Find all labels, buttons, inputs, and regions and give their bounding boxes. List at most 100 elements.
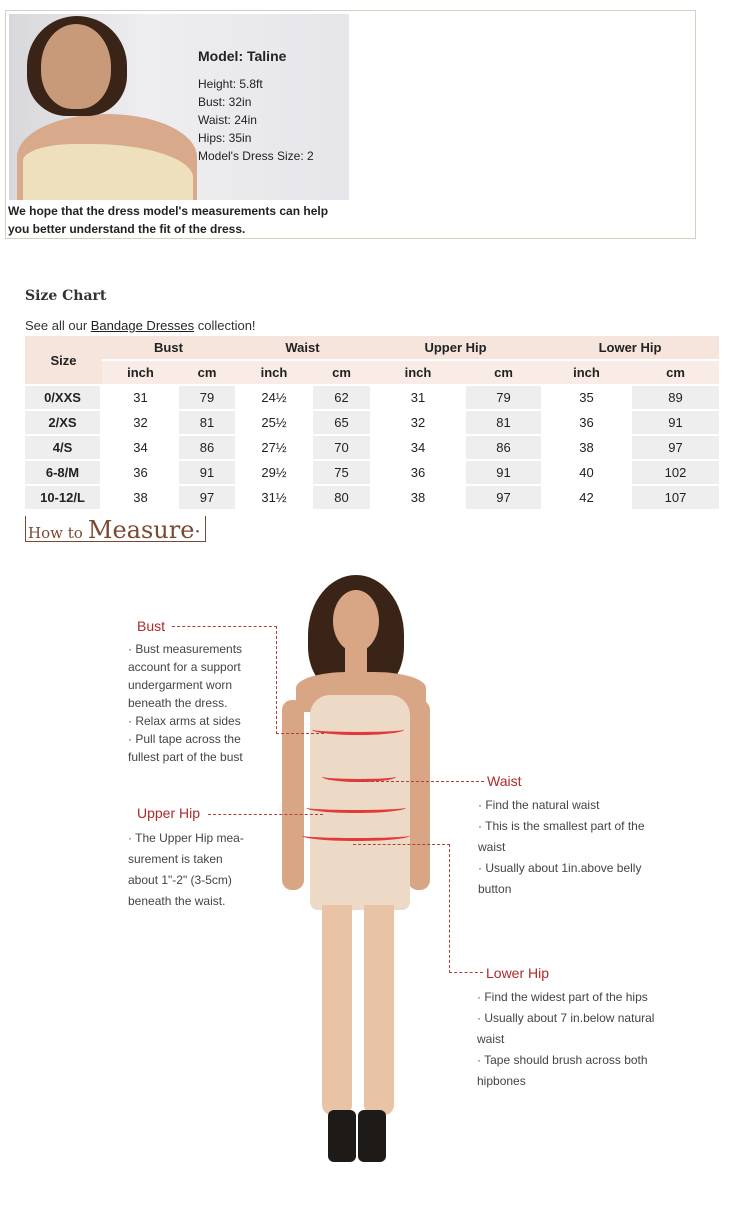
model-name: Model: Taline bbox=[198, 48, 287, 64]
model-info-box: Model: Taline Height: 5.8ft Bust: 32in W… bbox=[5, 10, 696, 239]
table-row: 4/S 34 86 27½ 70 34 86 38 97 bbox=[25, 434, 719, 459]
value-cell: 31 bbox=[370, 384, 466, 409]
model-height: Height: 5.8ft bbox=[198, 77, 263, 91]
bust-leader-line bbox=[172, 626, 277, 734]
size-chart-title: Size Chart bbox=[25, 288, 107, 304]
unit-header: inch bbox=[370, 359, 466, 384]
value-cell: 24½ bbox=[235, 384, 313, 409]
value-cell: 38 bbox=[102, 484, 179, 509]
value-cell: 79 bbox=[179, 384, 235, 409]
value-cell: 36 bbox=[541, 409, 632, 434]
upper-hip-leader-line bbox=[208, 814, 323, 815]
list-item: · Pull tape across the fullest part of t… bbox=[128, 732, 243, 764]
value-cell: 31½ bbox=[235, 484, 313, 509]
value-cell: 89 bbox=[632, 384, 719, 409]
bust-leader-line-end bbox=[276, 733, 324, 734]
size-cell: 2/XS bbox=[25, 409, 102, 434]
unit-header: cm bbox=[466, 359, 541, 384]
subtitle-suffix: collection! bbox=[194, 318, 256, 333]
lower-hip-list: · Find the widest part of the hips · Usu… bbox=[477, 987, 662, 1092]
value-cell: 36 bbox=[370, 459, 466, 484]
size-chart-subtitle: See all our Bandage Dresses collection! bbox=[25, 318, 256, 333]
value-cell: 86 bbox=[466, 434, 541, 459]
model-note-line2: you better understand the fit of the dre… bbox=[8, 222, 246, 236]
list-item: · Usually about 7 in.below natural waist bbox=[477, 1011, 655, 1046]
value-cell: 91 bbox=[179, 459, 235, 484]
value-cell: 32 bbox=[102, 409, 179, 434]
how-to-text: How to bbox=[28, 524, 83, 542]
unit-header: inch bbox=[235, 359, 313, 384]
subtitle-prefix: See all our bbox=[25, 318, 91, 333]
model-bust: Bust: 32in bbox=[198, 95, 252, 109]
value-cell: 65 bbox=[313, 409, 370, 434]
value-cell: 35 bbox=[541, 384, 632, 409]
waist-leader-line bbox=[356, 781, 484, 782]
lower-hip-title: Lower Hip bbox=[486, 965, 550, 981]
lower-hip-leader-line-end bbox=[449, 972, 483, 973]
model-photo bbox=[9, 14, 349, 200]
list-item: · Usually about 1in.above belly button bbox=[478, 861, 642, 896]
list-item: · The Upper Hip mea-surement is taken ab… bbox=[128, 831, 244, 908]
value-cell: 91 bbox=[632, 409, 719, 434]
value-cell: 32 bbox=[370, 409, 466, 434]
value-cell: 27½ bbox=[235, 434, 313, 459]
value-cell: 97 bbox=[466, 484, 541, 509]
lower-hip-arrow-icon bbox=[302, 830, 410, 841]
model-dress-size: Model's Dress Size: 2 bbox=[198, 149, 314, 163]
list-item: · Tape should brush across both hipbones bbox=[477, 1053, 648, 1088]
value-cell: 38 bbox=[370, 484, 466, 509]
value-cell: 79 bbox=[466, 384, 541, 409]
bandage-dresses-link[interactable]: Bandage Dresses bbox=[90, 318, 195, 333]
unit-header: cm bbox=[313, 359, 370, 384]
unit-header: inch bbox=[102, 359, 179, 384]
size-chart-table: Size Bust Waist Upper Hip Lower Hip inch… bbox=[25, 336, 719, 509]
size-cell: 6-8/M bbox=[25, 459, 102, 484]
group-header: Lower Hip bbox=[541, 336, 719, 359]
bust-title: Bust bbox=[137, 618, 166, 634]
upper-hip-arrow-icon bbox=[306, 802, 406, 813]
list-item: · Find the widest part of the hips bbox=[477, 990, 648, 1004]
how-to-measure-heading: How to Measure· bbox=[25, 516, 206, 544]
value-cell: 97 bbox=[632, 434, 719, 459]
value-cell: 81 bbox=[179, 409, 235, 434]
waist-title: Waist bbox=[487, 773, 522, 789]
value-cell: 86 bbox=[179, 434, 235, 459]
value-cell: 107 bbox=[632, 484, 719, 509]
waist-list: · Find the natural waist · This is the s… bbox=[478, 795, 658, 900]
lower-hip-leader-line bbox=[353, 844, 450, 973]
unit-header: inch bbox=[541, 359, 632, 384]
bust-list: · Bust measurements account for a suppor… bbox=[128, 640, 258, 766]
bust-arrow-icon bbox=[312, 724, 404, 735]
upper-hip-title: Upper Hip bbox=[137, 805, 201, 821]
list-item: · Find the natural waist bbox=[478, 798, 600, 812]
table-row: 6-8/M 36 91 29½ 75 36 91 40 102 bbox=[25, 459, 719, 484]
group-header: Upper Hip bbox=[370, 336, 541, 359]
value-cell: 102 bbox=[632, 459, 719, 484]
value-cell: 62 bbox=[313, 384, 370, 409]
unit-header: cm bbox=[179, 359, 235, 384]
value-cell: 42 bbox=[541, 484, 632, 509]
model-note-line1: We hope that the dress model's measureme… bbox=[8, 204, 329, 218]
list-item: · Relax arms at sides bbox=[128, 714, 241, 728]
measure-text: Measure bbox=[87, 516, 195, 544]
value-cell: 70 bbox=[313, 434, 370, 459]
model-hips: Hips: 35in bbox=[198, 131, 252, 145]
size-cell: 4/S bbox=[25, 434, 102, 459]
value-cell: 75 bbox=[313, 459, 370, 484]
model-waist: Waist: 24in bbox=[198, 113, 257, 127]
upper-hip-list: · The Upper Hip mea-surement is taken ab… bbox=[128, 828, 248, 912]
list-item: · Bust measurements account for a suppor… bbox=[128, 642, 243, 710]
waist-arrow-icon bbox=[322, 771, 396, 782]
size-cell: 0/XXS bbox=[25, 384, 102, 409]
value-cell: 38 bbox=[541, 434, 632, 459]
value-cell: 80 bbox=[313, 484, 370, 509]
size-cell: 10-12/L bbox=[25, 484, 102, 509]
value-cell: 91 bbox=[466, 459, 541, 484]
value-cell: 81 bbox=[466, 409, 541, 434]
value-cell: 97 bbox=[179, 484, 235, 509]
value-cell: 29½ bbox=[235, 459, 313, 484]
value-cell: 40 bbox=[541, 459, 632, 484]
value-cell: 34 bbox=[102, 434, 179, 459]
value-cell: 36 bbox=[102, 459, 179, 484]
list-item: · This is the smallest part of the waist bbox=[478, 819, 645, 854]
